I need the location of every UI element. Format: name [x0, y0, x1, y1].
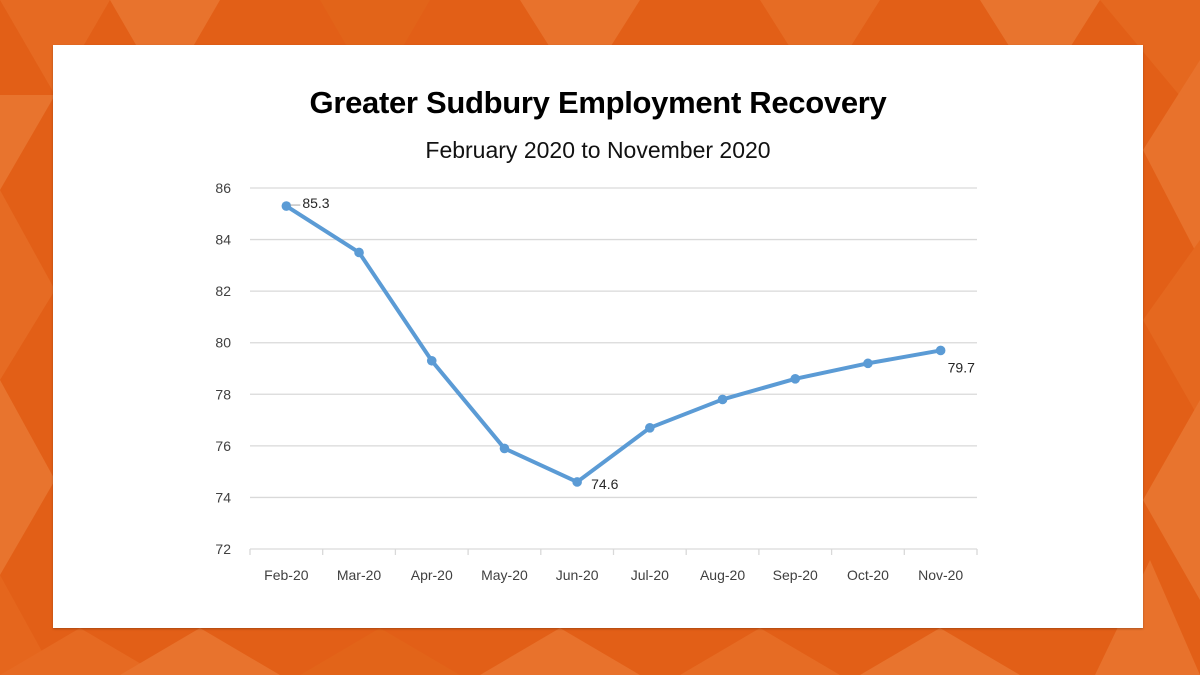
- data-point: [572, 477, 582, 487]
- data-point: [354, 247, 364, 258]
- y-tick-label: 78: [215, 386, 231, 402]
- y-axis: 72 74 76 78 80 82 84 86: [215, 180, 231, 557]
- series-line: [284, 204, 943, 484]
- data-label: 74.6: [591, 476, 618, 492]
- gridlines: [250, 187, 977, 499]
- y-tick-label: 74: [215, 489, 231, 505]
- chart-panel: Greater Sudbury Employment Recovery Febr…: [53, 45, 1143, 628]
- data-point: [935, 345, 946, 356]
- x-tick-label: Feb-20: [264, 567, 309, 583]
- data-point: [499, 443, 510, 454]
- chart-title: Greater Sudbury Employment Recovery: [309, 85, 887, 120]
- data-labels: 85.3 74.6 79.7: [290, 195, 975, 492]
- data-point: [426, 355, 437, 366]
- data-point: [863, 358, 873, 369]
- x-axis: Feb-20 Mar-20 Apr-20 May-20 Jun-20 Jul-20 Aug-…: [249, 548, 978, 583]
- data-point: [281, 201, 292, 211]
- y-tick-label: 76: [215, 438, 231, 454]
- x-tick-label: Sep-20: [773, 567, 818, 583]
- x-tick-label: Aug-20: [700, 567, 745, 583]
- data-point: [717, 394, 728, 405]
- data-label: 79.7: [948, 359, 975, 375]
- data-point: [645, 423, 655, 433]
- x-tick-label: May-20: [481, 567, 528, 583]
- x-tick-label: Jul-20: [631, 567, 669, 583]
- x-tick-label: Nov-20: [918, 567, 963, 583]
- chart-subtitle: February 2020 to November 2020: [425, 137, 771, 163]
- y-tick-label: 80: [215, 335, 231, 351]
- y-tick-label: 86: [215, 180, 231, 196]
- data-point: [790, 374, 801, 384]
- x-tick-label: Jun-20: [556, 567, 599, 583]
- x-tick-label: Oct-20: [847, 567, 889, 583]
- x-tick-label: Mar-20: [337, 567, 382, 583]
- y-tick-label: 84: [215, 232, 231, 248]
- data-markers: [281, 201, 946, 487]
- x-tick-label: Apr-20: [411, 567, 453, 583]
- y-tick-label: 72: [215, 541, 231, 557]
- data-label: 85.3: [302, 195, 329, 211]
- y-tick-label: 82: [215, 283, 231, 299]
